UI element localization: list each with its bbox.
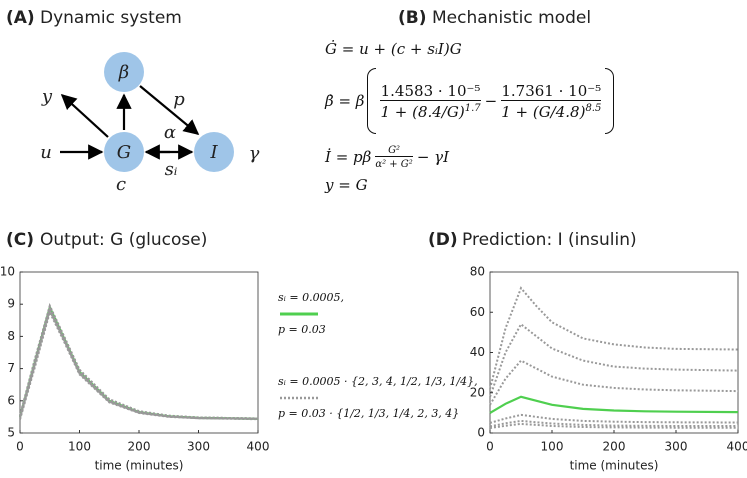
- y-tick-label: 5: [7, 426, 15, 440]
- x-tick-label: 0: [16, 440, 24, 454]
- eq-text: 1 + (8.4/G): [380, 102, 465, 121]
- node-label: β: [118, 62, 129, 83]
- series-line: [489, 359, 739, 406]
- panel-label: (C): [6, 230, 34, 250]
- x-tick-label: 400: [727, 440, 747, 454]
- x-tick-label: 200: [603, 440, 626, 454]
- eq-den: 1 + (G/4.8)8.5: [501, 99, 602, 121]
- fraction: 1.4583 · 10⁻⁵ 1 + (8.4/G)1.7: [380, 81, 481, 121]
- series-line: [489, 413, 739, 424]
- y-tick-label: 80: [470, 265, 485, 279]
- eq-text: α² + G²: [375, 155, 413, 170]
- equation: y = G: [325, 174, 745, 196]
- y-tick-label: 8: [7, 329, 15, 343]
- fraction: 1.7361 · 10⁻⁵ 1 + (G/4.8)8.5: [501, 81, 602, 121]
- y-tick-label: 6: [7, 393, 15, 407]
- x-tick-label: 300: [665, 440, 688, 454]
- legend-entry: sᵢ = 0.0005 · {2, 3, 4, 1/2, 1/3, 1/4}, …: [278, 375, 478, 420]
- eq-text: G²: [388, 144, 401, 156]
- equation: İ = pβ G² α² + G² − γI: [325, 140, 745, 174]
- series-line: [489, 286, 739, 389]
- eq-text: 1.7361 · 10⁻⁵: [501, 81, 602, 100]
- eq-text: β̇ = β: [325, 92, 365, 110]
- y-tick-label: 10: [0, 265, 15, 279]
- equation: β̇ = β 1.4583 · 10⁻⁵ 1 + (8.4/G)1.7 − 1.7…: [325, 62, 745, 140]
- edge-label: γ: [249, 143, 260, 164]
- eq-text: İ = pβ: [325, 148, 372, 166]
- x-tick-label: 100: [541, 440, 564, 454]
- series-line: [19, 309, 259, 421]
- eq-text: Ġ = u + (c + sᵢI)G: [325, 40, 462, 58]
- node-label: I: [209, 142, 218, 163]
- panel-label: (D): [428, 230, 458, 250]
- legend-label: sᵢ = 0.0005 · {2, 3, 4, 1/2, 1/3, 1/4}, …: [278, 375, 478, 420]
- node-label: G: [117, 142, 131, 163]
- edge-label: p: [173, 89, 185, 110]
- paren: [367, 68, 377, 134]
- panel-title: Dynamic system: [40, 8, 182, 28]
- y-tick-label: 7: [7, 361, 15, 375]
- node: [104, 52, 144, 92]
- diagram-arrows: [60, 85, 200, 160]
- panel-label: (A): [6, 8, 35, 28]
- eq-den: 1 + (8.4/G)1.7: [380, 99, 481, 121]
- eq-text: −: [484, 92, 498, 110]
- eq-text: − γI: [416, 148, 450, 166]
- plot-area: [489, 271, 739, 434]
- edge-label: sᵢ: [165, 159, 178, 180]
- y-tick-label: 40: [470, 345, 485, 359]
- series-line: [489, 422, 739, 429]
- legend-label: sᵢ = 0.0005, p = 0.03: [278, 291, 345, 336]
- series-line: [19, 302, 259, 420]
- eq-text: y = G: [325, 176, 368, 194]
- x-axis-title: time (minutes): [570, 459, 659, 473]
- x-axis-title: time (minutes): [95, 459, 184, 473]
- x-tick-label: 200: [128, 440, 151, 454]
- equation: Ġ = u + (c + sᵢI)G: [325, 36, 745, 62]
- panel-title: Prediction: I (insulin): [462, 230, 637, 250]
- eq-text: 1.4583 · 10⁻⁵: [380, 81, 481, 100]
- y-tick-label: 0: [477, 426, 485, 440]
- x-tick-label: 0: [486, 440, 494, 454]
- paren: [605, 68, 615, 134]
- edge-label: y: [41, 86, 53, 107]
- series-line: [489, 322, 739, 398]
- edge-label: α: [164, 122, 176, 143]
- series-line: [489, 395, 739, 414]
- fraction: G² α² + G²: [375, 145, 413, 170]
- y-tick-label: 9: [7, 297, 15, 311]
- legend-entry: sᵢ = 0.0005, p = 0.03: [278, 291, 345, 336]
- plot-area: [19, 271, 259, 434]
- panel-title: Output: G (glucose): [40, 230, 207, 250]
- x-tick-label: 300: [187, 440, 210, 454]
- x-tick-label: 400: [247, 440, 270, 454]
- eq-exp: 8.5: [585, 102, 602, 114]
- edge-label: u: [40, 142, 52, 163]
- equations: Ġ = u + (c + sᵢI)G β̇ = β 1.4583 · 10⁻⁵ 1…: [325, 36, 745, 196]
- panel-label: (B): [398, 8, 427, 28]
- eq-text: 1 + (G/4.8): [501, 102, 586, 121]
- x-tick-label: 100: [68, 440, 91, 454]
- eq-exp: 1.7: [464, 102, 481, 114]
- node: [104, 132, 144, 172]
- y-tick-label: 20: [470, 385, 485, 399]
- panel-title: Mechanistic model: [432, 8, 591, 28]
- node: [194, 132, 234, 172]
- edge-label: c: [116, 174, 126, 195]
- y-tick-label: 60: [470, 305, 485, 319]
